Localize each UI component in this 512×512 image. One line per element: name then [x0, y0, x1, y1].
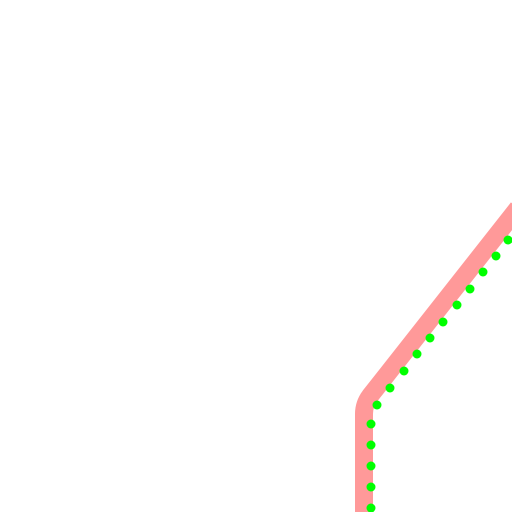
- dot: [399, 366, 409, 376]
- green-dotted-path: [366, 235, 512, 512]
- dot: [366, 482, 376, 492]
- dot: [366, 461, 376, 471]
- dot: [366, 503, 376, 512]
- dot: [491, 251, 501, 261]
- dot: [438, 317, 448, 327]
- dot: [478, 267, 488, 277]
- dot: [412, 349, 422, 359]
- dot: [503, 235, 512, 245]
- dot: [366, 440, 376, 450]
- pink-path: [355, 202, 512, 512]
- dot: [425, 333, 435, 343]
- dot: [372, 400, 382, 410]
- dot: [385, 383, 395, 393]
- dot: [452, 300, 462, 310]
- dot: [465, 284, 475, 294]
- dot: [366, 419, 376, 429]
